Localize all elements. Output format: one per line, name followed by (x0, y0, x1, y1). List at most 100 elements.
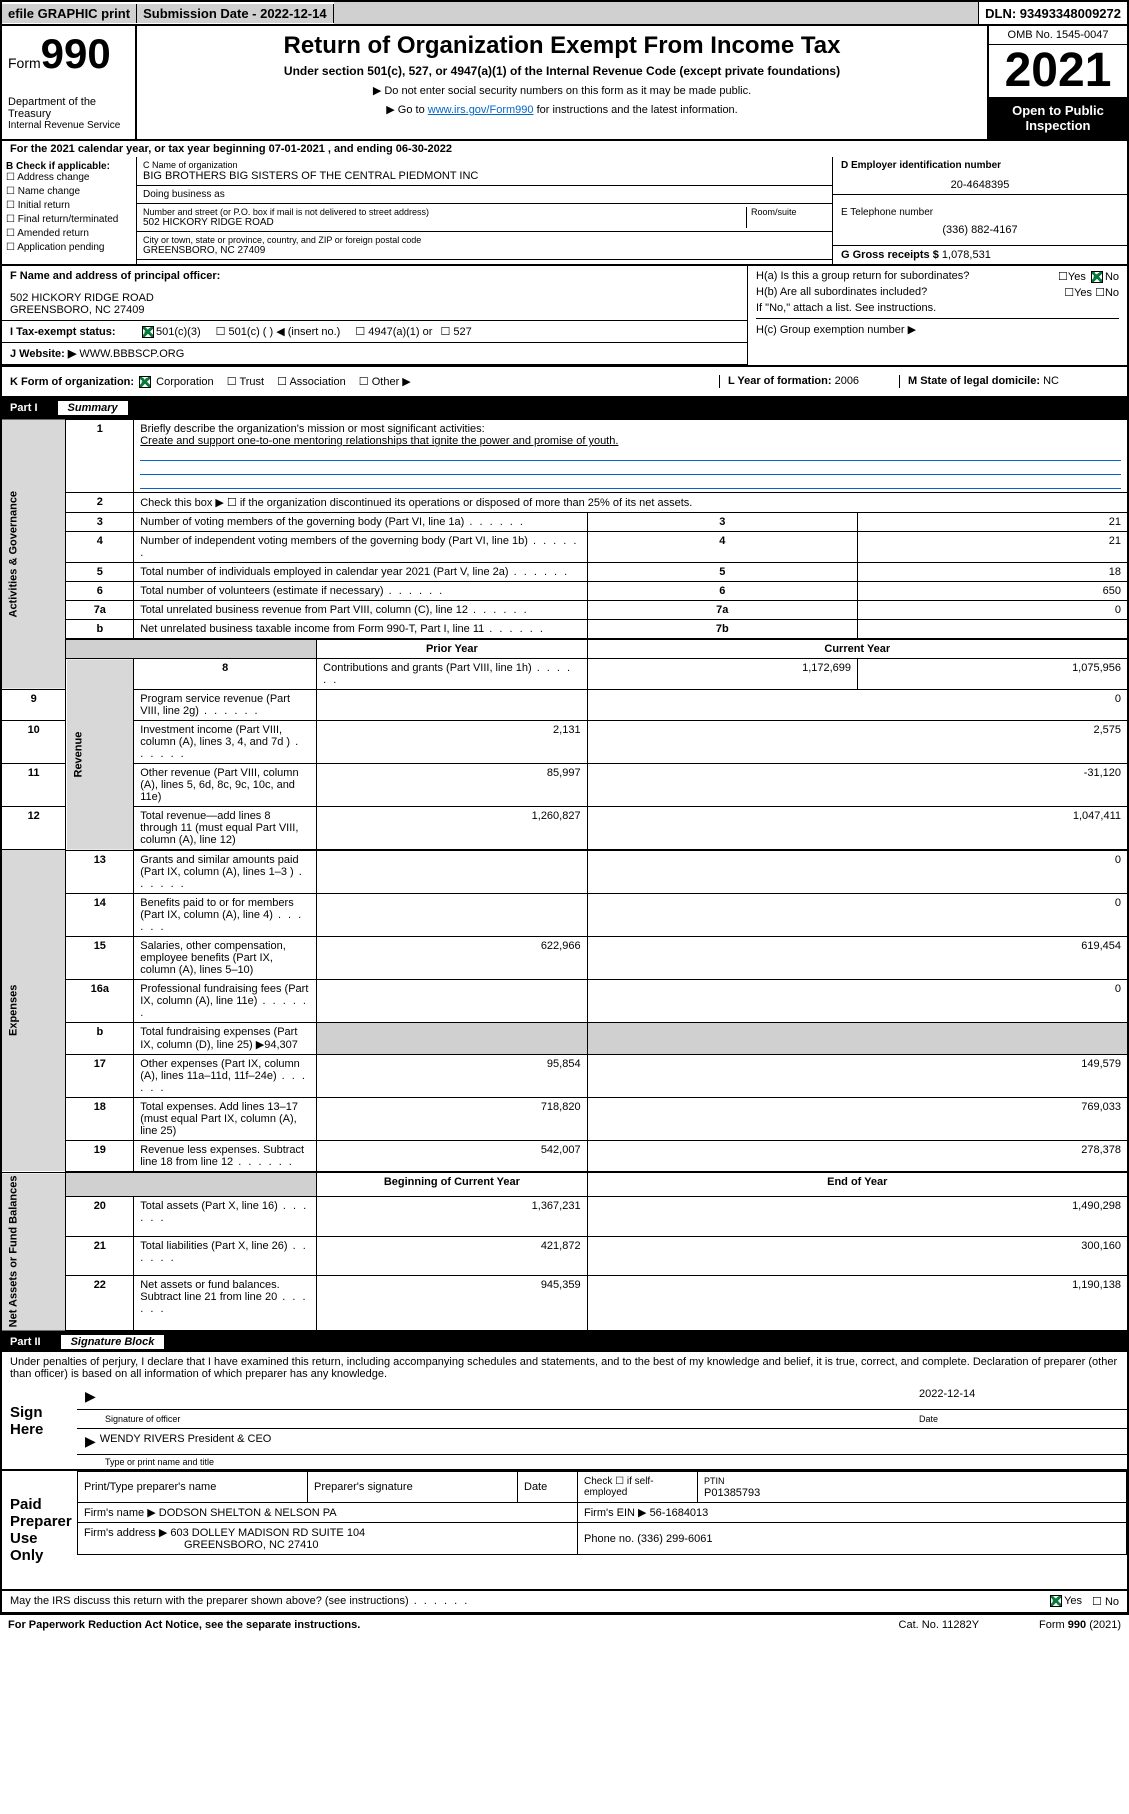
hb-note: If "No," attach a list. See instructions… (756, 302, 1119, 314)
paid-preparer-label: Paid Preparer Use Only (2, 1471, 77, 1589)
chk-initial[interactable]: ☐ Initial return (6, 200, 132, 211)
fgh-left: F Name and address of principal officer:… (2, 266, 747, 365)
dba-row: Doing business as (137, 186, 832, 204)
city-value: GREENSBORO, NC 27409 (143, 245, 826, 256)
form-990-footer: Form 990 (2021) (1039, 1619, 1121, 1631)
firm-name: DODSON SHELTON & NELSON PA (159, 1507, 337, 1519)
fgh-right: H(a) Is this a group return for subordin… (747, 266, 1127, 365)
footer: For Paperwork Reduction Act Notice, see … (0, 1614, 1129, 1635)
chk-final[interactable]: ☐ Final return/terminated (6, 214, 132, 225)
omb-number: OMB No. 1545-0047 (989, 26, 1127, 45)
chk-ha-no[interactable] (1091, 271, 1103, 283)
firm-ein: 56-1684013 (650, 1507, 709, 1519)
street-row: Number and street (or P.O. box if mail i… (137, 204, 832, 232)
gross-value: 1,078,531 (942, 249, 991, 261)
line-a: For the 2021 calendar year, or tax year … (0, 141, 1129, 157)
ha-row: H(a) Is this a group return for subordin… (756, 270, 1119, 282)
hc-row: H(c) Group exemption number ▶ (756, 318, 1119, 336)
top-bar: efile GRAPHIC print Submission Date - 20… (0, 0, 1129, 26)
sig-date: 2022-12-14 (919, 1388, 1119, 1405)
b-header: B Check if applicable: (6, 161, 132, 172)
section-a: B Check if applicable: ☐ Address change … (0, 157, 1129, 266)
ein-value: 20-4648395 (841, 179, 1119, 191)
k-row: K Form of organization: Corporation ☐ Tr… (0, 367, 1129, 398)
phone-value: (336) 882-4167 (841, 224, 1119, 236)
gross-box: G Gross receipts $ 1,078,531 (833, 246, 1127, 264)
summary-table: Activities & Governance 1 Briefly descri… (0, 418, 1129, 1332)
v4: 21 (858, 532, 1128, 563)
chk-corp[interactable] (139, 376, 151, 388)
spacer (334, 2, 980, 24)
irs-link[interactable]: www.irs.gov/Form990 (428, 104, 534, 116)
v3: 21 (858, 513, 1128, 532)
sign-here-label: Sign Here (2, 1384, 77, 1469)
discuss-row: May the IRS discuss this return with the… (0, 1591, 1129, 1614)
paid-table: Print/Type preparer's name Preparer's si… (77, 1471, 1127, 1555)
chk-discuss-yes[interactable] (1050, 1595, 1062, 1607)
side-revenue: Revenue (66, 659, 134, 851)
chk-name[interactable]: ☐ Name change (6, 186, 132, 197)
v6: 650 (858, 582, 1128, 601)
efile-label[interactable]: efile GRAPHIC print (2, 4, 137, 23)
dept-treasury: Department of the Treasury (8, 96, 129, 120)
side-governance: Activities & Governance (1, 419, 66, 690)
org-name-row: C Name of organization BIG BROTHERS BIG … (137, 157, 832, 186)
addr-block: Number and street (or P.O. box if mail i… (137, 204, 1127, 264)
side-netassets: Net Assets or Fund Balances (1, 1172, 66, 1331)
v7b (858, 620, 1128, 640)
chk-address[interactable]: ☐ Address change (6, 172, 132, 183)
col-e-g: E Telephone number (336) 882-4167 G Gros… (832, 204, 1127, 264)
website-value[interactable]: WWW.BBBSCP.ORG (79, 348, 184, 360)
declaration: Under penalties of perjury, I declare th… (0, 1352, 1129, 1384)
form-number: 990 (41, 30, 111, 77)
form-prefix: Form (8, 55, 41, 71)
title-box: Return of Organization Exempt From Incom… (137, 26, 987, 139)
officer-addr2: GREENSBORO, NC 27409 (10, 304, 739, 316)
dln: DLN: 93493348009272 (979, 4, 1127, 23)
submission-date: Submission Date - 2022-12-14 (137, 4, 334, 23)
phone-box: E Telephone number (336) 882-4167 (833, 204, 1127, 246)
ssn-note: ▶ Do not enter social security numbers o… (143, 84, 981, 97)
irs-label: Internal Revenue Service (8, 120, 129, 131)
k-left: K Form of organization: Corporation ☐ Tr… (10, 375, 719, 388)
form-header: Form990 Department of the Treasury Inter… (0, 26, 1129, 141)
form-subtitle: Under section 501(c), 527, or 4947(a)(1)… (143, 64, 981, 78)
goto-note: ▶ Go to www.irs.gov/Form990 for instruct… (143, 103, 981, 116)
ptin-value: P01385793 (704, 1487, 760, 1499)
street-value: 502 HICKORY RIDGE ROAD (143, 217, 746, 228)
form-box: Form990 Department of the Treasury Inter… (2, 26, 137, 139)
room-suite: Room/suite (746, 207, 826, 228)
org-name: BIG BROTHERS BIG SISTERS OF THE CENTRAL … (143, 170, 826, 182)
col-b: B Check if applicable: ☐ Address change … (2, 157, 137, 264)
v7a: 0 (858, 601, 1128, 620)
paid-preparer-block: Paid Preparer Use Only Print/Type prepar… (0, 1471, 1129, 1591)
officer-block: F Name and address of principal officer:… (2, 266, 747, 321)
sign-here-block: Sign Here ▶ 2022-12-14 Signature of offi… (0, 1384, 1129, 1471)
officer-name: WENDY RIVERS President & CEO (100, 1433, 272, 1450)
part1-header: Part I Summary (0, 398, 1129, 418)
hb-row: H(b) Are all subordinates included? ☐Yes… (756, 286, 1119, 298)
chk-amended[interactable]: ☐ Amended return (6, 228, 132, 239)
arrow-icon: ▶ (85, 1433, 96, 1450)
tax-year: 2021 (989, 45, 1127, 97)
side-expenses: Expenses (1, 850, 66, 1172)
chk-application[interactable]: ☐ Application pending (6, 242, 132, 253)
l-box: L Year of formation: 2006 (719, 375, 899, 388)
arrow-icon: ▶ (85, 1388, 96, 1405)
part2-header: Part II Signature Block (0, 1332, 1129, 1352)
officer-addr1: 502 HICKORY RIDGE ROAD (10, 292, 739, 304)
firm-addr1: 603 DOLLEY MADISON RD SUITE 104 (170, 1527, 365, 1539)
year-box: OMB No. 1545-0047 2021 Open to Public In… (987, 26, 1127, 139)
col-c: C Name of organization BIG BROTHERS BIG … (137, 157, 1127, 264)
website-row: J Website: ▶ WWW.BBBSCP.ORG (2, 343, 747, 365)
mission-text: Create and support one-to-one mentoring … (140, 435, 618, 447)
tax-status-row: I Tax-exempt status: 501(c)(3) ☐ 501(c) … (2, 321, 747, 343)
form-title: Return of Organization Exempt From Incom… (143, 32, 981, 60)
chk-501c3[interactable] (142, 326, 154, 338)
city-row: City or town, state or province, country… (137, 232, 832, 260)
open-public: Open to Public Inspection (989, 97, 1127, 139)
firm-phone: (336) 299-6061 (637, 1533, 712, 1545)
ein-box: D Employer identification number 20-4648… (833, 157, 1127, 195)
m-box: M State of legal domicile: NC (899, 375, 1119, 388)
col-d: D Employer identification number 20-4648… (832, 157, 1127, 204)
